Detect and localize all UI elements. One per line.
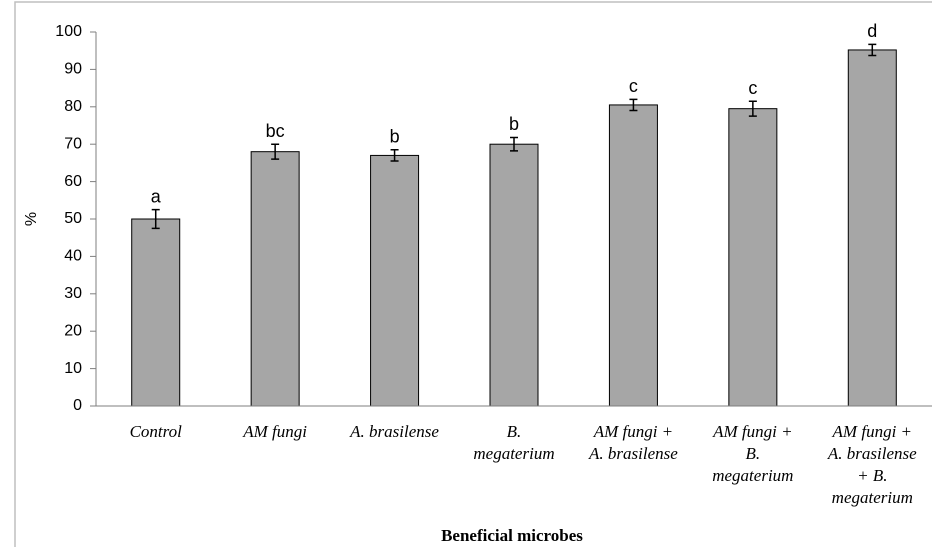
annotation: b bbox=[509, 114, 519, 134]
error-bar bbox=[271, 143, 280, 160]
x-tick-label: megaterium bbox=[473, 444, 554, 463]
error-bar bbox=[868, 43, 877, 57]
y-tick-label: 80 bbox=[64, 98, 82, 115]
error-bar bbox=[390, 149, 399, 162]
error-bar bbox=[510, 136, 518, 152]
annotation: c bbox=[748, 78, 757, 98]
y-tick-label: 50 bbox=[64, 210, 82, 227]
x-tick-label: AM fungi + bbox=[712, 422, 792, 441]
y-tick-label: 100 bbox=[55, 23, 82, 40]
x-tick-label: B. bbox=[507, 422, 522, 441]
x-tick-label: A. brasilense bbox=[827, 444, 917, 463]
error-bar bbox=[748, 100, 757, 117]
y-tick-label: 70 bbox=[64, 135, 82, 152]
y-tick-label: 30 bbox=[64, 285, 82, 302]
bar bbox=[847, 49, 897, 407]
x-tick-label: AM fungi + bbox=[593, 422, 673, 441]
y-tick-label: 40 bbox=[64, 248, 82, 265]
y-tick-label: 10 bbox=[64, 360, 82, 377]
bar bbox=[489, 143, 539, 407]
bar bbox=[250, 151, 300, 407]
bar bbox=[131, 218, 181, 407]
annotation: a bbox=[151, 186, 162, 206]
x-tick-label: B. bbox=[746, 444, 761, 463]
x-tick-label: megaterium bbox=[712, 466, 793, 485]
annotation: b bbox=[390, 127, 400, 147]
x-tick-label: megaterium bbox=[832, 488, 913, 507]
x-tick-label: A. brasilense bbox=[588, 444, 678, 463]
y-tick-label: 0 bbox=[73, 397, 82, 414]
y-tick-label: 90 bbox=[64, 61, 82, 78]
error-bar bbox=[151, 208, 160, 230]
x-tick-label: + B. bbox=[857, 466, 887, 485]
annotation: bc bbox=[266, 121, 285, 141]
x-tick-label: AM fungi bbox=[242, 422, 307, 441]
y-tick-label: 60 bbox=[64, 173, 82, 190]
chart-frame bbox=[14, 1, 932, 547]
bar bbox=[728, 108, 778, 407]
bar bbox=[370, 154, 420, 407]
y-tick-label: 20 bbox=[64, 322, 82, 339]
annotation: d bbox=[867, 21, 877, 41]
error-bar bbox=[629, 98, 638, 112]
annotation: c bbox=[629, 76, 638, 96]
x-axis-title: Beneficial microbes bbox=[441, 526, 583, 545]
bar bbox=[608, 104, 658, 407]
x-tick-label: Control bbox=[130, 422, 183, 441]
y-axis-title: % bbox=[23, 212, 40, 226]
x-tick-label: AM fungi + bbox=[832, 422, 912, 441]
x-tick-label: A. brasilense bbox=[349, 422, 439, 441]
